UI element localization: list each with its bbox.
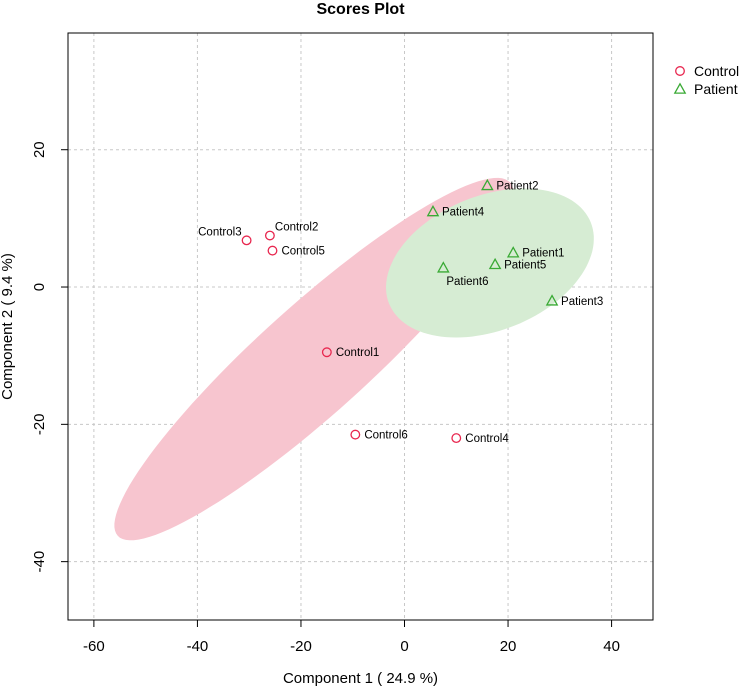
patient-point	[506, 246, 520, 258]
patient-point	[426, 204, 440, 217]
x-tick-label: 0	[400, 638, 408, 655]
control-point	[350, 429, 361, 440]
point-label: Control2	[275, 222, 318, 234]
patient-point	[545, 294, 559, 306]
point-label: Patient6	[446, 276, 488, 288]
control-point	[321, 347, 332, 358]
control-point	[451, 433, 462, 444]
control-point	[267, 245, 278, 256]
axis-ticks: -60 -40 -20 0 20 40 -40 -20 0 20	[31, 141, 620, 655]
point-label: Control4	[465, 433, 509, 445]
legend-patient-marker	[673, 82, 687, 94]
legend-patient-label: Patient	[694, 81, 738, 97]
legend: Control Patient	[673, 63, 739, 97]
x-tick-label: -40	[187, 638, 209, 655]
patient-point	[437, 261, 450, 273]
legend-control-label: Control	[694, 63, 739, 79]
x-tick-label: -60	[83, 638, 105, 655]
point-label: Control5	[281, 246, 324, 258]
legend-control-marker	[675, 66, 685, 76]
point-label: Patient4	[442, 207, 485, 219]
control-point	[264, 230, 275, 241]
plot-frame	[67, 32, 654, 621]
grid-layer	[68, 33, 653, 620]
point-label: Patient3	[561, 296, 603, 308]
patient-point	[481, 178, 494, 191]
point-label: Patient5	[504, 259, 546, 271]
point-label: Patient1	[522, 248, 564, 260]
x-axis-label: Component 1 ( 24.9 %)	[283, 670, 438, 687]
y-axis-label: Component 2 ( 9.4 %)	[0, 253, 16, 400]
point-label: Control1	[336, 347, 379, 359]
point-label: Control3	[198, 226, 241, 238]
x-tick-label: 20	[500, 638, 517, 655]
y-tick-label: 0	[31, 283, 48, 291]
y-tick-label: -20	[31, 413, 48, 435]
y-tick-label: 20	[31, 141, 48, 158]
confidence-ellipses	[114, 177, 594, 541]
point-label: Control6	[364, 430, 407, 442]
data-points: Control1 Control2 Control3 Control4 Control5…	[198, 178, 603, 445]
x-tick-label: 40	[603, 638, 620, 655]
patient-ellipse	[386, 188, 594, 338]
control-point	[241, 235, 252, 246]
y-tick-label: -40	[31, 551, 48, 573]
x-tick-label: -20	[290, 638, 312, 655]
point-label: Patient2	[496, 180, 538, 192]
chart-title: Scores Plot	[316, 1, 405, 18]
patient-point	[488, 257, 502, 270]
